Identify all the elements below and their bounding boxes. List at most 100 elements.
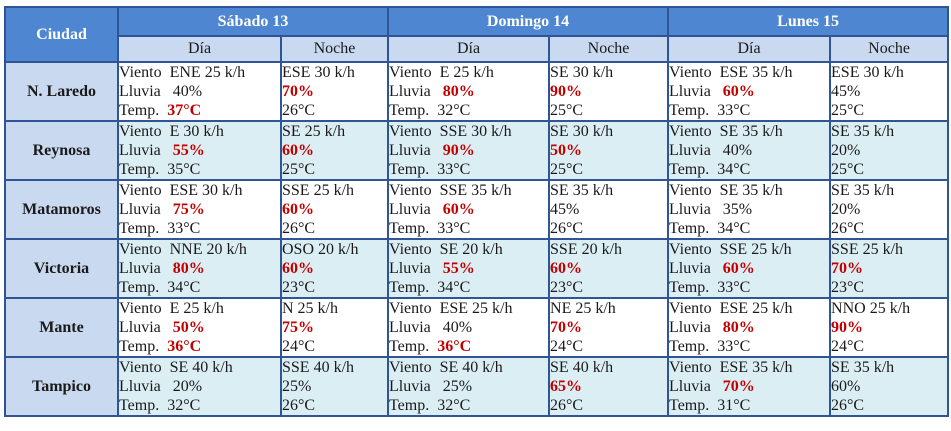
wind-value: ESE 35 k/h bbox=[719, 359, 793, 376]
forecast-cell-day: Viento ESE 35 k/h Lluvia 60% Temp. 33°C bbox=[667, 61, 832, 122]
temp-line: 23°C bbox=[282, 278, 387, 297]
temp-value: 26°C bbox=[831, 220, 865, 237]
temp-line: Temp. 34°C bbox=[669, 160, 829, 179]
wind-value: SE 35 k/h bbox=[831, 123, 895, 140]
rain-value: 25% bbox=[442, 378, 473, 395]
rain-line: 65% bbox=[550, 377, 667, 396]
rain-line: 60% bbox=[282, 200, 387, 219]
wind-label: Viento bbox=[119, 182, 162, 199]
city-name: Matamoros bbox=[4, 179, 119, 240]
wind-line: OSO 20 k/h bbox=[282, 240, 387, 259]
wind-label: Viento bbox=[669, 64, 712, 81]
rain-label: Lluvia bbox=[389, 319, 431, 336]
rain-label: Lluvia bbox=[389, 201, 431, 218]
wind-line: SSE 40 k/h bbox=[282, 358, 387, 377]
wind-line: Viento SSE 30 k/h bbox=[389, 122, 548, 141]
wind-line: SSE 20 k/h bbox=[550, 240, 667, 259]
wind-value: SE 40 k/h bbox=[550, 359, 614, 376]
rain-label: Lluvia bbox=[669, 201, 711, 218]
wind-label: Viento bbox=[389, 241, 432, 258]
wind-label: Viento bbox=[669, 182, 712, 199]
rain-value: 90% bbox=[831, 319, 864, 336]
rain-line: Lluvia 90% bbox=[389, 141, 548, 160]
forecast-cell-day: Viento E 25 k/h Lluvia 50% Temp. 36°C bbox=[117, 297, 282, 358]
wind-value: SE 35 k/h bbox=[719, 182, 783, 199]
temp-value: 33°C bbox=[167, 220, 201, 237]
temp-label: Temp. bbox=[119, 279, 160, 296]
wind-label: Viento bbox=[669, 359, 712, 376]
temp-value: 25°C bbox=[550, 102, 584, 119]
wind-line: Viento E 25 k/h bbox=[119, 299, 280, 318]
rain-value: 75% bbox=[172, 201, 205, 218]
wind-line: N 25 k/h bbox=[282, 299, 387, 318]
wind-value: SE 20 k/h bbox=[439, 241, 503, 258]
temp-value: 26°C bbox=[831, 397, 865, 414]
rain-line: Lluvia 40% bbox=[669, 141, 829, 160]
temp-value: 33°C bbox=[437, 161, 471, 178]
wind-line: Viento SE 40 k/h bbox=[119, 358, 280, 377]
day-header-sunday: Domingo 14 bbox=[387, 6, 670, 37]
wind-line: Viento SE 35 k/h bbox=[669, 181, 829, 200]
rain-line: 60% bbox=[831, 377, 947, 396]
temp-value: 24°C bbox=[831, 338, 865, 355]
rain-label: Lluvia bbox=[389, 260, 431, 277]
rain-value: 65% bbox=[550, 378, 583, 395]
wind-value: E 30 k/h bbox=[169, 123, 224, 140]
forecast-cell-night: NNO 25 k/h 90% 24°C bbox=[829, 297, 950, 358]
temp-value: 24°C bbox=[550, 338, 584, 355]
rain-value: 20% bbox=[831, 142, 861, 159]
wind-line: Viento ENE 25 k/h bbox=[119, 63, 280, 82]
rain-value: 40% bbox=[442, 319, 473, 336]
wind-line: ESE 30 k/h bbox=[831, 63, 947, 82]
rain-line: Lluvia 70% bbox=[669, 377, 829, 396]
temp-line: Temp. 36°C bbox=[389, 337, 548, 356]
wind-value: SSE 25 k/h bbox=[831, 241, 904, 258]
temp-value: 25°C bbox=[282, 161, 316, 178]
wind-value: SSE 25 k/h bbox=[719, 241, 792, 258]
forecast-cell-day: Viento ESE 25 k/h Lluvia 80% Temp. 33°C bbox=[667, 297, 832, 358]
wind-label: Viento bbox=[389, 182, 432, 199]
rain-value: 60% bbox=[722, 260, 755, 277]
forecast-cell-day: Viento ESE 30 k/h Lluvia 75% Temp. 33°C bbox=[117, 179, 282, 240]
rain-line: Lluvia 60% bbox=[669, 259, 829, 278]
table-row: Victoria Viento NNE 20 k/h Lluvia 80% Temp.… bbox=[4, 238, 950, 299]
forecast-cell-night: SSE 40 k/h 25% 26°C bbox=[279, 356, 390, 417]
temp-line: Temp. 33°C bbox=[669, 337, 829, 356]
temp-value: 33°C bbox=[717, 279, 751, 296]
table-row: Reynosa Viento E 30 k/h Lluvia 55% Temp. 35… bbox=[4, 120, 950, 181]
temp-label: Temp. bbox=[389, 397, 430, 414]
temp-line: Temp. 35°C bbox=[119, 160, 280, 179]
rain-line: 20% bbox=[831, 141, 947, 160]
temp-line: 26°C bbox=[550, 219, 667, 238]
temp-line: Temp. 34°C bbox=[119, 278, 280, 297]
table-row: Mante Viento E 25 k/h Lluvia 50% Temp. 36°C… bbox=[4, 297, 950, 358]
forecast-cell-night: SE 30 k/h 90% 25°C bbox=[548, 61, 670, 122]
day-header-monday: Lunes 15 bbox=[667, 6, 950, 37]
wind-line: Viento SSE 35 k/h bbox=[389, 181, 548, 200]
wind-value: ESE 35 k/h bbox=[719, 64, 793, 81]
wind-value: E 25 k/h bbox=[169, 300, 224, 317]
wind-line: Viento ESE 25 k/h bbox=[669, 299, 829, 318]
city-name: Reynosa bbox=[4, 120, 119, 181]
wind-value: SSE 20 k/h bbox=[550, 241, 623, 258]
rain-line: 45% bbox=[831, 82, 947, 101]
rain-value: 60% bbox=[282, 260, 314, 277]
temp-label: Temp. bbox=[669, 338, 710, 355]
rain-line: 25% bbox=[282, 377, 387, 396]
wind-label: Viento bbox=[389, 359, 432, 376]
rain-value: 60% bbox=[550, 260, 583, 277]
city-name: Mante bbox=[4, 297, 119, 358]
temp-value: 24°C bbox=[282, 338, 316, 355]
forecast-cell-day: Viento ENE 25 k/h Lluvia 40% Temp. 37°C bbox=[117, 61, 282, 122]
wind-value: SE 35 k/h bbox=[831, 359, 895, 376]
wind-label: Viento bbox=[119, 241, 162, 258]
temp-line: Temp. 33°C bbox=[389, 219, 548, 238]
weather-forecast-table: Ciudad Sábado 13 Domingo 14 Lunes 15 Día… bbox=[4, 6, 950, 417]
forecast-cell-day: Viento E 30 k/h Lluvia 55% Temp. 35°C bbox=[117, 120, 282, 181]
wind-value: SE 25 k/h bbox=[282, 123, 346, 140]
rain-line: Lluvia 80% bbox=[669, 318, 829, 337]
rain-value: 80% bbox=[722, 319, 755, 336]
temp-label: Temp. bbox=[669, 279, 710, 296]
table-row: N. Laredo Viento ENE 25 k/h Lluvia 40% Temp… bbox=[4, 61, 950, 122]
subheader-day: Día bbox=[387, 35, 551, 63]
